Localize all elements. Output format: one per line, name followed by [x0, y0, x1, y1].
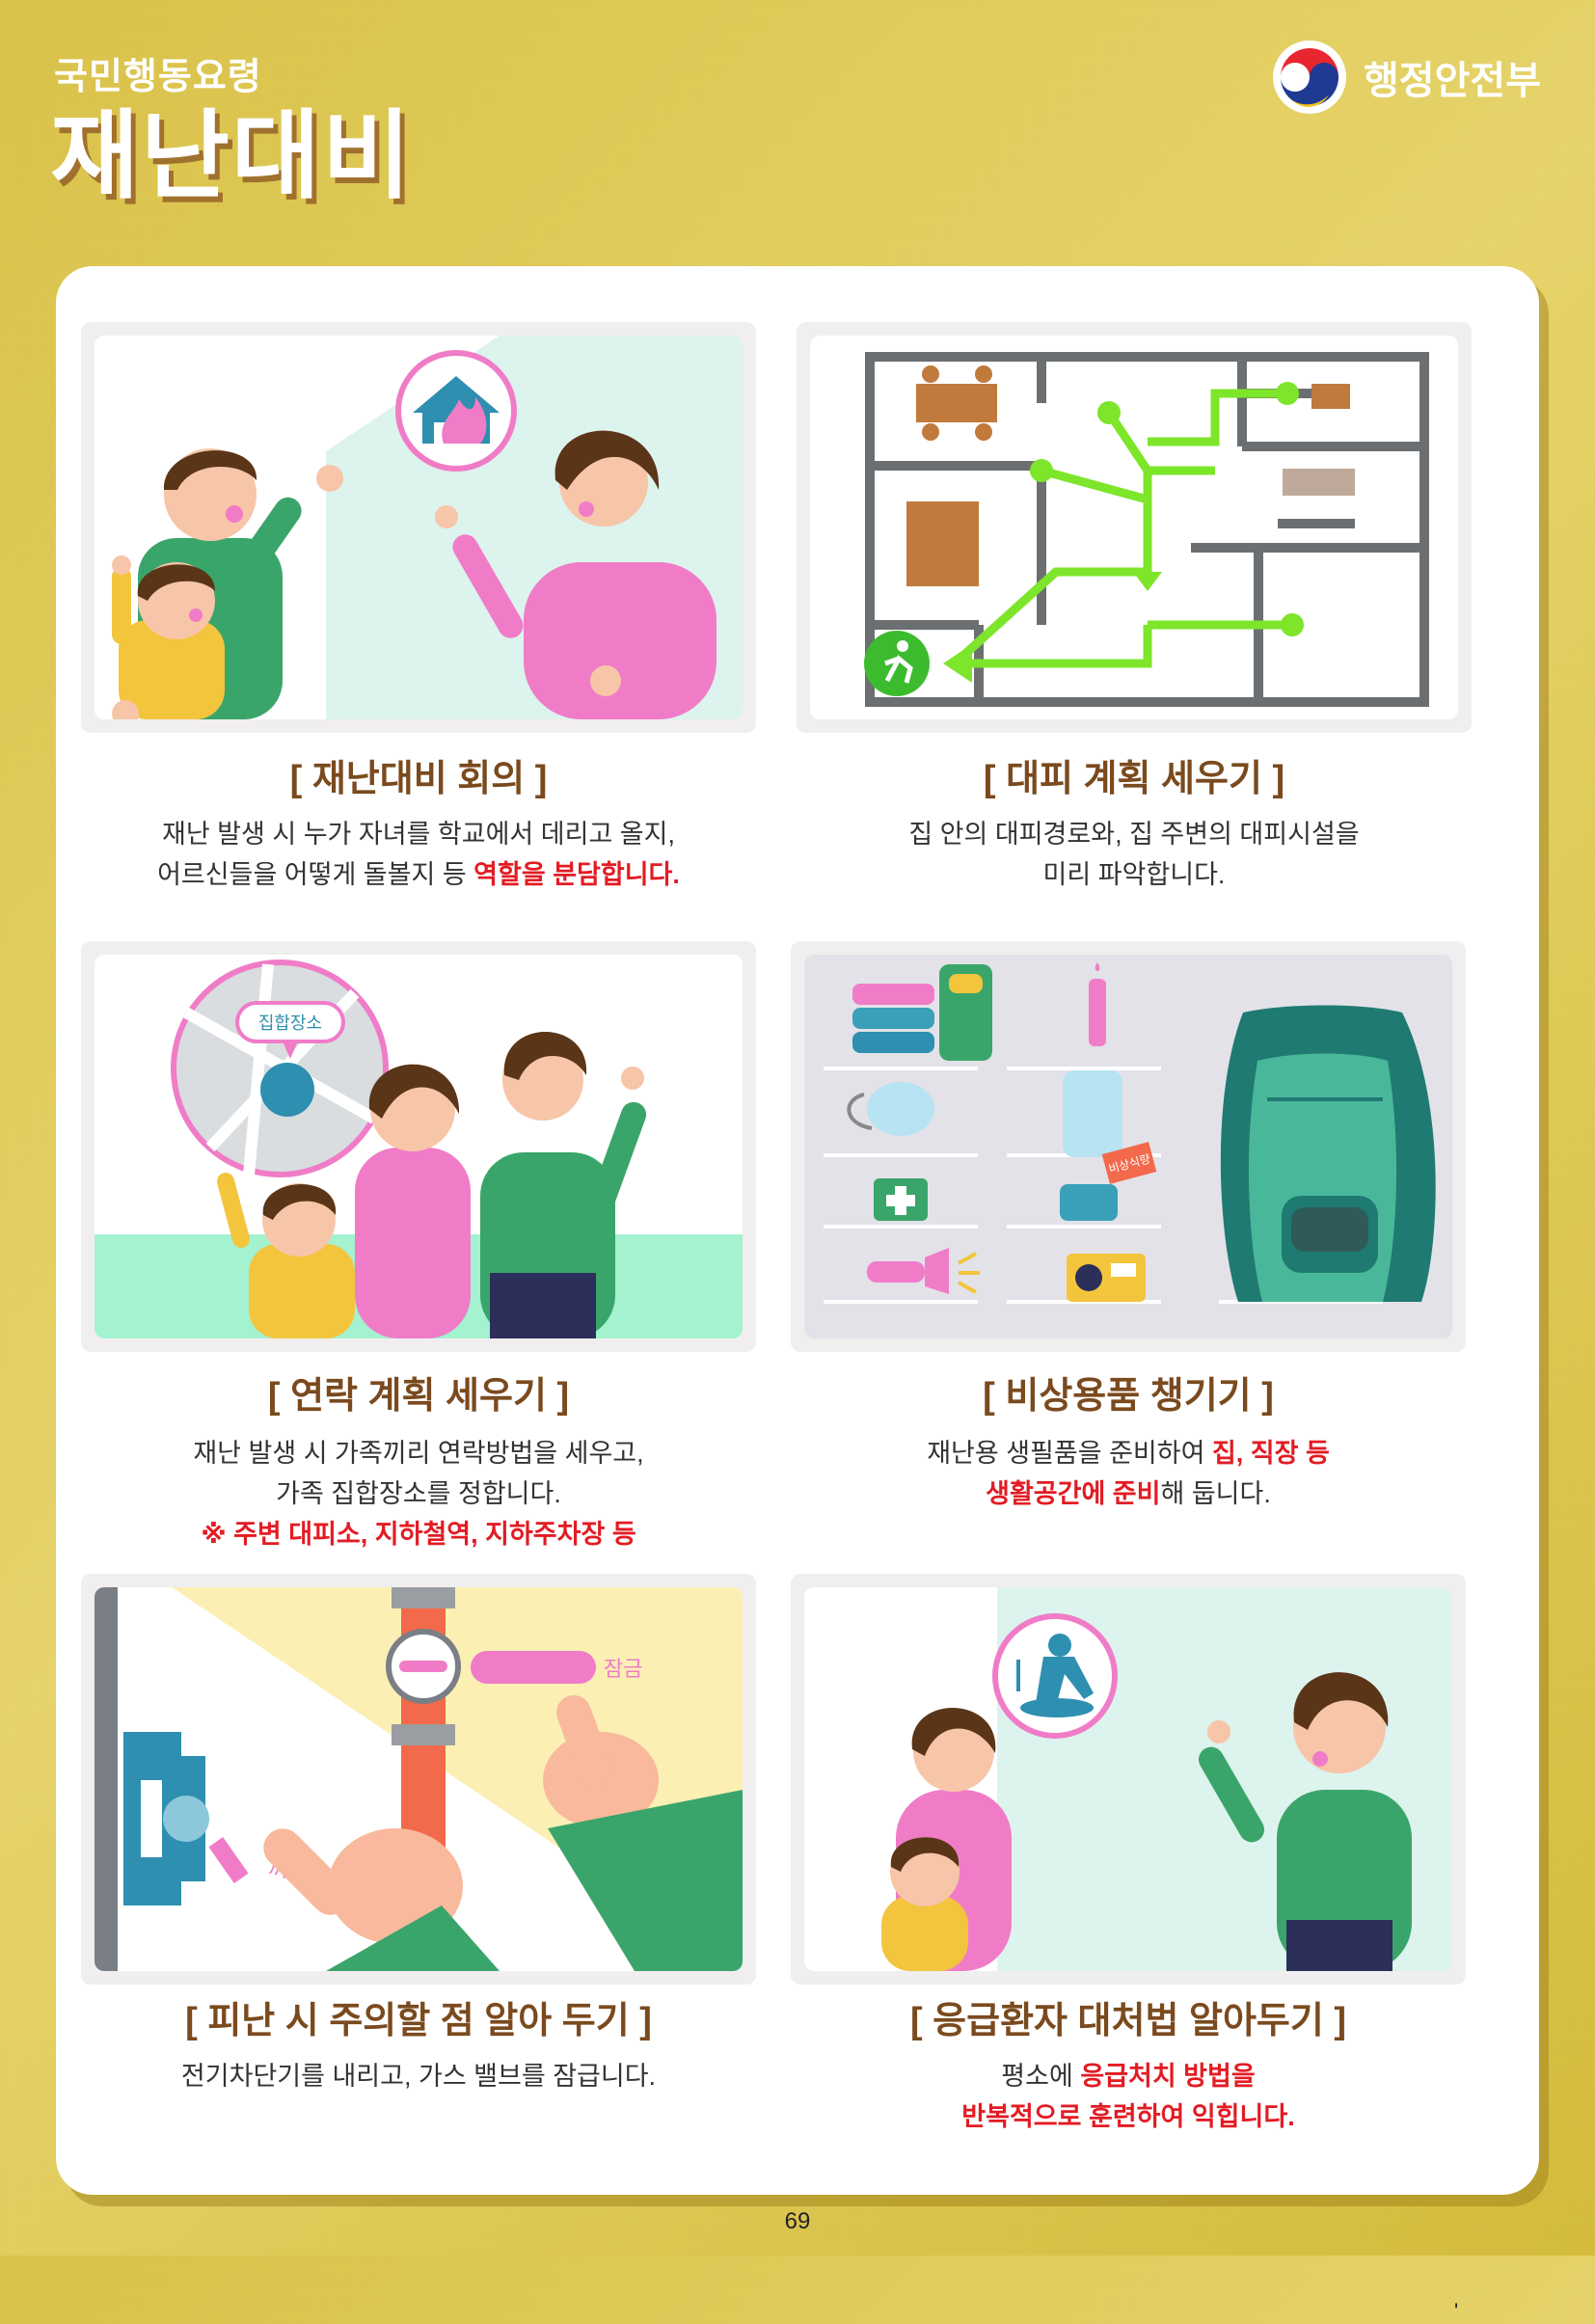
desc-emphasis: 반복적으로 훈련하여 익힙니다.: [961, 2102, 1295, 2131]
emergency-kit-illustration: 비상식량: [804, 955, 1452, 1338]
desc-emphasis: 응급처치 방법을: [1080, 2062, 1256, 2091]
panel-first-aid: [791, 1574, 1466, 1985]
desc-evacuation-plan: 집 안의 대피경로와, 집 주변의 대피시설을 미리 파악합니다.: [797, 814, 1472, 895]
floor-plan-illustration: [810, 336, 1458, 719]
desc-text: 평소에: [1001, 2062, 1081, 2091]
desc-evacuation-precautions: 전기차단기를 내리고, 가스 밸브를 잠급니다.: [81, 2056, 756, 2096]
panel-disaster-meeting: [81, 322, 756, 733]
desc-line: 재난 발생 시 가족끼리 연락방법을 세우고,: [193, 1439, 644, 1468]
desc-line: 집 안의 대피경로와, 집 주변의 대피시설을: [908, 820, 1360, 849]
panel-evacuation-plan: [797, 322, 1472, 733]
desc-line: 미리 파악합니다.: [1042, 860, 1226, 889]
panel-emergency-supplies: 비상식량: [791, 941, 1466, 1352]
desc-emphasis: 역할을 분담합니다.: [473, 860, 680, 889]
desc-emphasis: 생활공간에 준비: [986, 1479, 1161, 1508]
desc-line: 가족 집합장소를 정합니다.: [276, 1479, 561, 1508]
subtitle: 국민행동요령: [54, 57, 262, 97]
panel-contact-plan: 집합장소: [81, 941, 756, 1352]
panel-evacuation-precautions: 꺼짐 잠금: [81, 1574, 756, 1985]
family-meeting-point-illustration: 집합장소: [95, 955, 743, 1338]
desc-line: 어르신들을 어떻게 돌볼지 등 역할을 분담합니다.: [81, 854, 756, 895]
page-title: 재난대비: [50, 102, 413, 210]
desc-line: 재난 발생 시 누가 자녀를 학교에서 데리고 올지,: [162, 820, 675, 849]
ministry-name: 행정안전부: [1364, 60, 1541, 102]
first-aid-illustration: [804, 1587, 1452, 1971]
desc-line: 재난용 생필품을 준비하여 집, 직장 등: [791, 1433, 1466, 1473]
heading-contact-plan: [ 연락 계획 세우기 ]: [267, 1376, 570, 1417]
content-card: [ 재난대비 회의 ] 재난 발생 시 누가 자녀를 학교에서 데리고 올지, …: [56, 266, 1539, 2323]
heading-disaster-meeting: [ 재난대비 회의 ]: [289, 759, 548, 799]
stray-mark: ': [1454, 2299, 1459, 2323]
desc-line: 생활공간에 준비해 둡니다.: [791, 1473, 1466, 1514]
desc-line: 전기차단기를 내리고, 가스 밸브를 잠급니다.: [180, 2062, 657, 2091]
breaker-valve-illustration: 꺼짐 잠금: [95, 1587, 743, 1971]
desc-text: 재난용 생필품을 준비하여: [927, 1439, 1212, 1468]
ministry-logo: 행정안전부: [1271, 39, 1541, 116]
desc-contact-plan: 재난 발생 시 가족끼리 연락방법을 세우고, 가족 집합장소를 정합니다. ※…: [81, 1433, 756, 1554]
heading-evacuation-plan: [ 대피 계획 세우기 ]: [983, 759, 1285, 799]
valve-locked-label: 잠금: [604, 1658, 642, 1682]
meeting-point-label: 집합장소: [258, 1013, 322, 1034]
desc-first-aid: 평소에 응급처치 방법을 반복적으로 훈련하여 익힙니다.: [791, 2056, 1466, 2137]
heading-first-aid: [ 응급환자 대처법 알아두기 ]: [909, 2001, 1347, 2041]
desc-disaster-meeting: 재난 발생 시 누가 자녀를 학교에서 데리고 올지, 어르신들을 어떻게 돌볼…: [81, 814, 756, 895]
taegeuk-emblem-icon: [1273, 41, 1346, 114]
family-meeting-illustration: [95, 336, 743, 719]
desc-line: 평소에 응급처치 방법을: [791, 2056, 1466, 2096]
page-number: 69: [784, 2208, 811, 2234]
desc-emphasis: 집, 직장 등: [1211, 1439, 1330, 1468]
desc-text: 해 둡니다.: [1160, 1479, 1271, 1508]
desc-text: 어르신들을 어떻게 돌볼지 등: [157, 860, 474, 889]
desc-emphasis: ※ 주변 대피소, 지하철역, 지하주차장 등: [201, 1520, 636, 1549]
heading-evacuation-precautions: [ 피난 시 주의할 점 알아 두기 ]: [185, 2001, 652, 2041]
desc-emergency-supplies: 재난용 생필품을 준비하여 집, 직장 등 생활공간에 준비해 둡니다.: [791, 1433, 1466, 1514]
heading-emergency-supplies: [ 비상용품 챙기기 ]: [983, 1376, 1274, 1417]
